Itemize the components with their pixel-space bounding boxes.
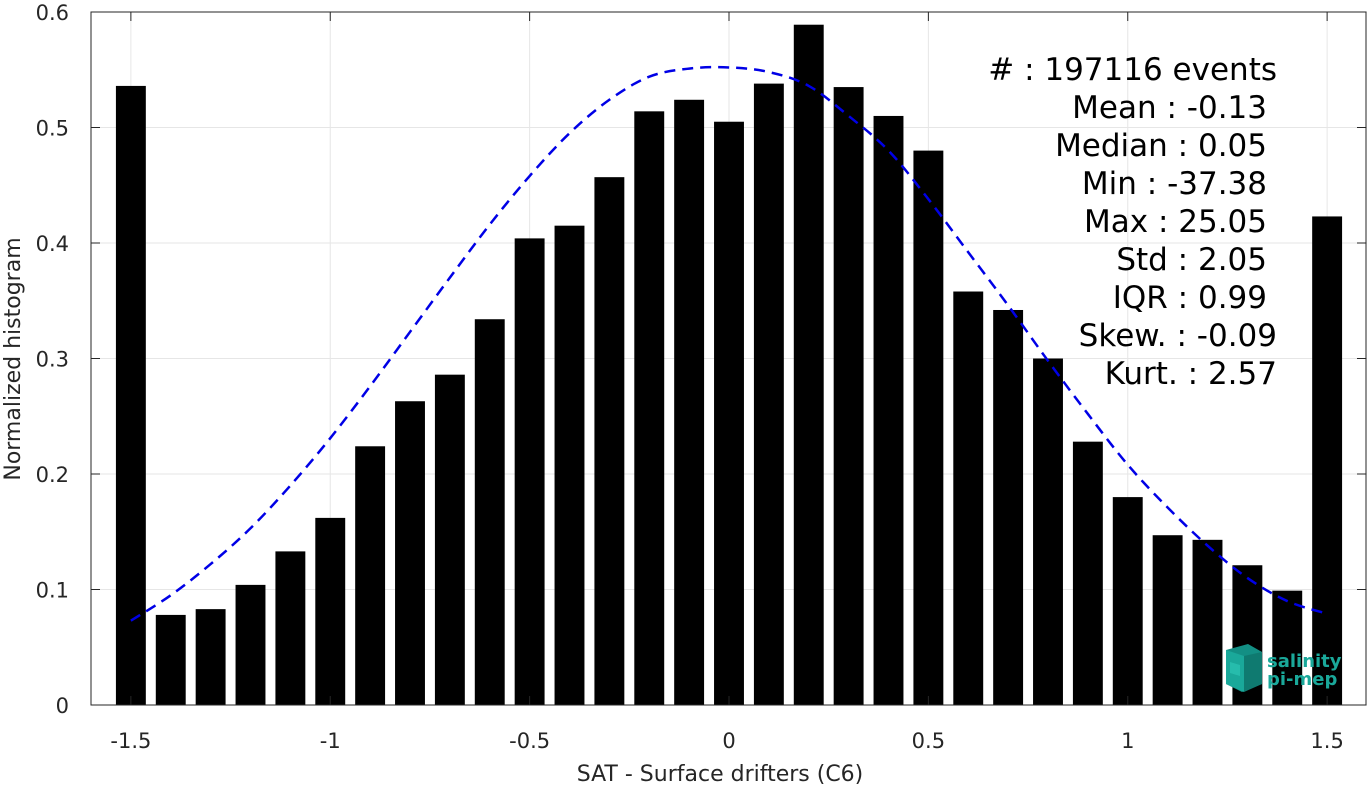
histogram-bar [1033, 358, 1063, 705]
y-tick-label: 0.1 [36, 579, 69, 603]
x-tick-label: 1.5 [1310, 729, 1343, 753]
histogram-bar [315, 517, 346, 705]
stat-line: # : 197116 events [988, 52, 1277, 88]
x-tick-label: 0 [722, 729, 735, 753]
logo-line2: pi-mep [1267, 669, 1337, 690]
y-tick-labels: 0 0.1 0.2 0.3 0.4 0.5 0.6 [36, 1, 69, 718]
x-tick-labels: -1.5 -1 -0.5 0 0.5 1 1.5 [110, 729, 1343, 753]
histogram-bar [1312, 216, 1343, 705]
y-axis-label: Normalized histogram [1, 237, 26, 480]
histogram-bar [434, 374, 465, 705]
histogram-bar [474, 319, 505, 705]
y-tick-label: 0.5 [36, 117, 69, 141]
histogram-bar [1072, 441, 1103, 705]
histogram-bar [913, 150, 944, 706]
cube-icon [1226, 644, 1262, 692]
x-tick-label: 0.5 [912, 729, 945, 753]
x-tick-label: -0.5 [509, 729, 550, 753]
histogram-bar [195, 609, 226, 705]
stat-line: Std : 2.05 [1116, 242, 1267, 278]
histogram-bar [953, 291, 984, 705]
y-tick-label: 0.3 [36, 348, 69, 372]
histogram-bar [1112, 497, 1143, 705]
histogram-bar [674, 99, 705, 705]
histogram-bar [235, 584, 266, 705]
stat-line: Max : 25.05 [1084, 204, 1267, 240]
stat-line: Skew. : -0.09 [1079, 318, 1277, 354]
histogram-bar [873, 115, 904, 705]
x-tick-label: 1 [1121, 729, 1134, 753]
histogram-bar [1192, 539, 1223, 705]
y-tick-label: 0.6 [36, 1, 69, 25]
histogram-bar [793, 24, 824, 705]
histogram-bar [1272, 590, 1303, 705]
bars [115, 24, 1343, 706]
histogram-bar [1152, 535, 1183, 705]
histogram-bar [634, 111, 665, 705]
histogram-bar [594, 177, 625, 706]
x-tick-label: -1 [320, 729, 341, 753]
stat-line: Min : -37.38 [1082, 166, 1267, 202]
histogram-bar [355, 446, 386, 705]
histogram-bar [993, 309, 1024, 705]
histogram-bar [554, 225, 585, 706]
y-tick-label: 0.4 [36, 232, 69, 256]
y-tick-label: 0 [56, 694, 69, 718]
histogram-bar [514, 238, 545, 705]
stat-line: Median : 0.05 [1055, 128, 1267, 164]
histogram-bar [833, 87, 864, 705]
x-axis-label: SAT - Surface drifters (C6) [577, 762, 864, 785]
stat-line: Mean : -0.13 [1072, 90, 1267, 126]
histogram-bar [115, 85, 146, 706]
histogram-bar [753, 83, 784, 706]
histogram-bar [155, 614, 186, 705]
tick-marks [91, 11, 1366, 706]
stat-line: Kurt. : 2.57 [1105, 356, 1277, 392]
x-tick-label: -1.5 [110, 729, 151, 753]
histogram-bar [275, 551, 306, 705]
salinity-pi-mep-logo: salinity pi-mep [1226, 644, 1342, 692]
histogram-bar [395, 401, 425, 705]
normal-fit-curve [130, 65, 1328, 622]
stat-line: IQR : 0.99 [1113, 280, 1267, 316]
logo-line1: salinity [1267, 651, 1342, 672]
histogram-bar [714, 121, 744, 706]
y-tick-label: 0.2 [36, 463, 69, 487]
